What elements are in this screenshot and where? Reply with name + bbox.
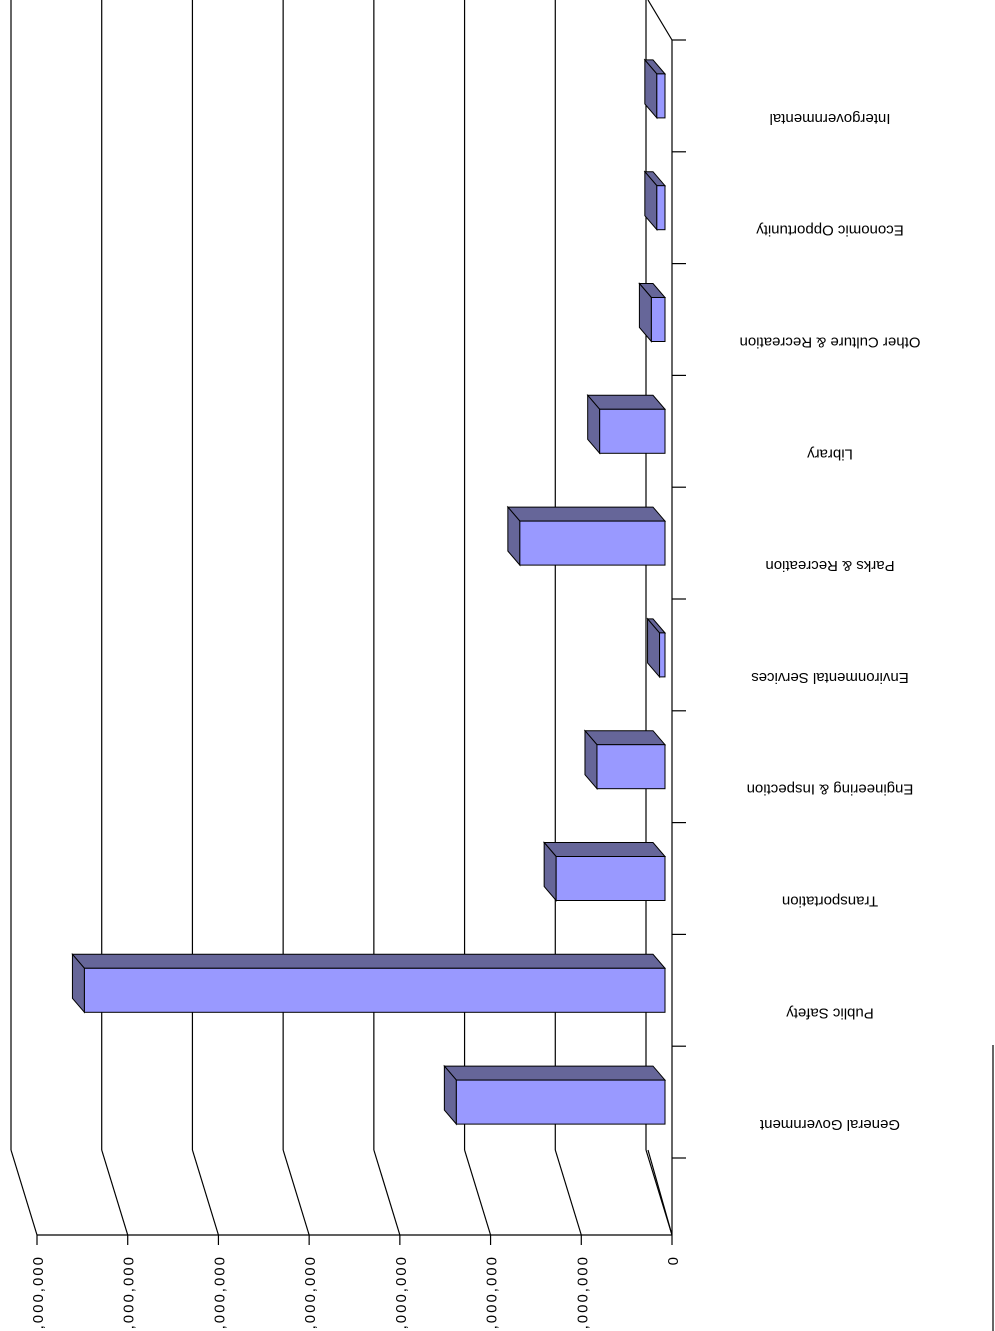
y-tick-label: 10,000,000 (574, 1255, 591, 1331)
grid-line (554, 1149, 582, 1236)
bar (650, 297, 666, 342)
x-tick-label: Economic Opportunity (756, 222, 904, 239)
bar-top (71, 953, 667, 969)
bar (455, 1079, 666, 1125)
bar-top (506, 506, 667, 522)
wall-edge (647, 0, 673, 41)
x-tick-label: Library (807, 445, 853, 462)
bar-top (443, 1065, 667, 1081)
bar (659, 632, 666, 678)
bar (599, 408, 666, 454)
x-tick-label: Environmental Services (751, 669, 909, 686)
x-tick-label: Intergovernmental (770, 110, 891, 127)
x-tick-label: Parks & Recreation (765, 557, 894, 574)
bar-top (583, 730, 667, 746)
x-tick-label: General Government (759, 1116, 900, 1133)
y-tick-label: 40,000,000 (302, 1255, 319, 1331)
x-tick-label: Other Culture & Recreation (740, 334, 921, 351)
bar (519, 520, 666, 566)
grid-line (191, 1149, 220, 1236)
grid-line (282, 1149, 310, 1236)
grid-line (10, 1149, 38, 1236)
bar (656, 185, 666, 231)
bar-top (543, 842, 667, 857)
y-tick-label: 60,000,000 (121, 1255, 138, 1331)
y-tick-label: 50,000,000 (211, 1255, 228, 1331)
bar-top (586, 394, 667, 410)
x-tick-label: Transportation (782, 893, 878, 910)
grid-line (645, 1149, 673, 1236)
y-tick-label: 0 (665, 1255, 682, 1265)
bar (596, 744, 666, 790)
y-tick-label: 20,000,000 (484, 1255, 501, 1331)
bar (83, 967, 666, 1013)
bar (555, 856, 666, 901)
x-tick-label: Engineering & Inspection (747, 781, 914, 798)
y-tick-label: 70,000,000 (30, 1255, 47, 1331)
grid-line (373, 1149, 401, 1236)
bar (656, 73, 666, 119)
y-tick-label: 30,000,000 (393, 1255, 410, 1331)
grid-line (463, 1149, 492, 1236)
x-tick-label: Public Safety (786, 1004, 874, 1021)
grid-line (101, 1149, 129, 1236)
